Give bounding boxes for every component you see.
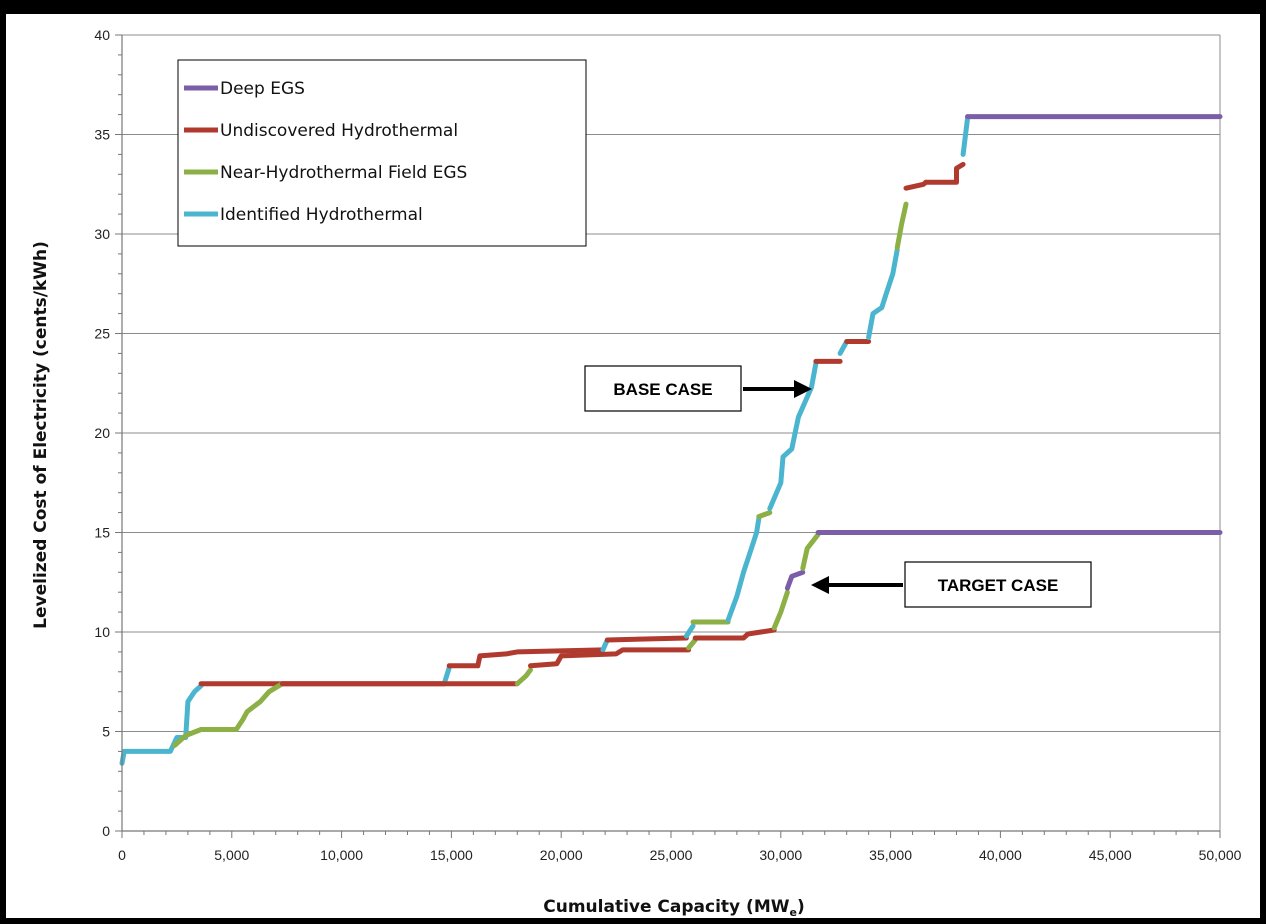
base-case-label-box (584, 365, 742, 412)
curve-1-segment-6 (771, 589, 790, 631)
curve-base-case (119, 114, 1223, 766)
curve-1-segment-4 (686, 637, 698, 651)
tick-labels: 0 5 10 15 20 25 30 35 40 0 5,000 10,000 15,000 20,000… (94, 27, 1241, 863)
lcoe-supply-curve-chart: 0 5 10 15 20 25 30 35 40 0 5,000 10,000 15,000 20,000… (31, 27, 1242, 918)
axes (115, 34, 1221, 838)
curve-1-segment-0 (172, 681, 285, 748)
legend-box (177, 59, 587, 247)
curve-0-segment-0 (119, 683, 204, 766)
curve-0-segment-3 (446, 647, 606, 669)
x-tick-label-10: 50,000 (1199, 847, 1242, 863)
curve-0-segment-16 (903, 161, 966, 191)
y-tick-label-7: 35 (94, 127, 110, 143)
curve-1-segment-3 (528, 647, 692, 669)
y-tick-label-3: 15 (94, 525, 110, 541)
curve-0-segment-10 (767, 360, 819, 512)
x-tick-label-6: 30,000 (759, 847, 802, 863)
curve-0-segment-8 (725, 516, 762, 623)
curve-0-segment-15 (894, 201, 909, 251)
curve-1-segment-5 (692, 627, 777, 641)
legend-label-near-hydrothermal-field-egs: Near-Hydrothermal Field EGS (220, 163, 467, 183)
curve-0-segment-14 (866, 247, 900, 340)
legend-label-deep-egs: Deep EGS (220, 79, 305, 99)
x-tick-label-9: 45,000 (1089, 847, 1132, 863)
y-tick-label-2: 10 (94, 624, 110, 640)
curve-1-segment-8 (800, 532, 821, 571)
y-tick-label-5: 25 (94, 326, 110, 342)
curve-0-segment-2 (442, 665, 452, 685)
x-axis-title-end: ) (797, 897, 805, 917)
x-tick-label-0: 0 (118, 847, 126, 863)
curve-1-segment-7 (784, 569, 806, 591)
curve-target-case (172, 530, 1223, 748)
base-case-label: BASE CASE (613, 380, 712, 399)
y-axis-title: Levelized Cost of Electricity (cents/kWh… (31, 241, 51, 629)
y-tick-label-8: 40 (94, 27, 110, 43)
target-case-callout: TARGET CASE (811, 561, 1092, 608)
x-tick-label-4: 20,000 (540, 847, 583, 863)
target-case-arrow-head (811, 576, 829, 594)
x-tick-label-8: 40,000 (979, 847, 1022, 863)
x-axis-title-subscript: e (789, 906, 796, 918)
legend: Deep EGS Undiscovered Hydrothermal Near-… (177, 59, 587, 247)
x-tick-label-2: 10,000 (320, 847, 363, 863)
x-axis-title: Cumulative Capacity (MWe) (543, 897, 804, 918)
curve-0-segment-6 (683, 623, 696, 639)
x-tick-label-3: 15,000 (430, 847, 473, 863)
y-tick-label-6: 30 (94, 226, 110, 242)
curve-0-segment-9 (756, 510, 773, 520)
x-tick-label-1: 5,000 (214, 847, 249, 863)
curve-0-segment-17 (960, 116, 970, 157)
x-tick-label-5: 25,000 (650, 847, 693, 863)
y-tick-label-1: 5 (102, 724, 110, 740)
legend-label-undiscovered-hydrothermal: Undiscovered Hydrothermal (220, 121, 458, 141)
y-tick-label-4: 20 (94, 425, 110, 441)
curve-0-segment-5 (604, 635, 689, 643)
x-tick-label-7: 35,000 (869, 847, 912, 863)
target-case-label-box (904, 561, 1092, 608)
legend-label-identified-hydrothermal: Identified Hydrothermal (220, 205, 423, 225)
y-tick-label-0: 0 (102, 823, 110, 839)
base-case-callout: BASE CASE (584, 365, 812, 412)
supply-curves (119, 114, 1223, 766)
target-case-label: TARGET CASE (938, 576, 1059, 595)
x-axis-title-main: Cumulative Capacity (MW (543, 897, 789, 917)
curve-1-segment-2 (514, 667, 533, 687)
base-case-arrow-head (794, 380, 812, 398)
